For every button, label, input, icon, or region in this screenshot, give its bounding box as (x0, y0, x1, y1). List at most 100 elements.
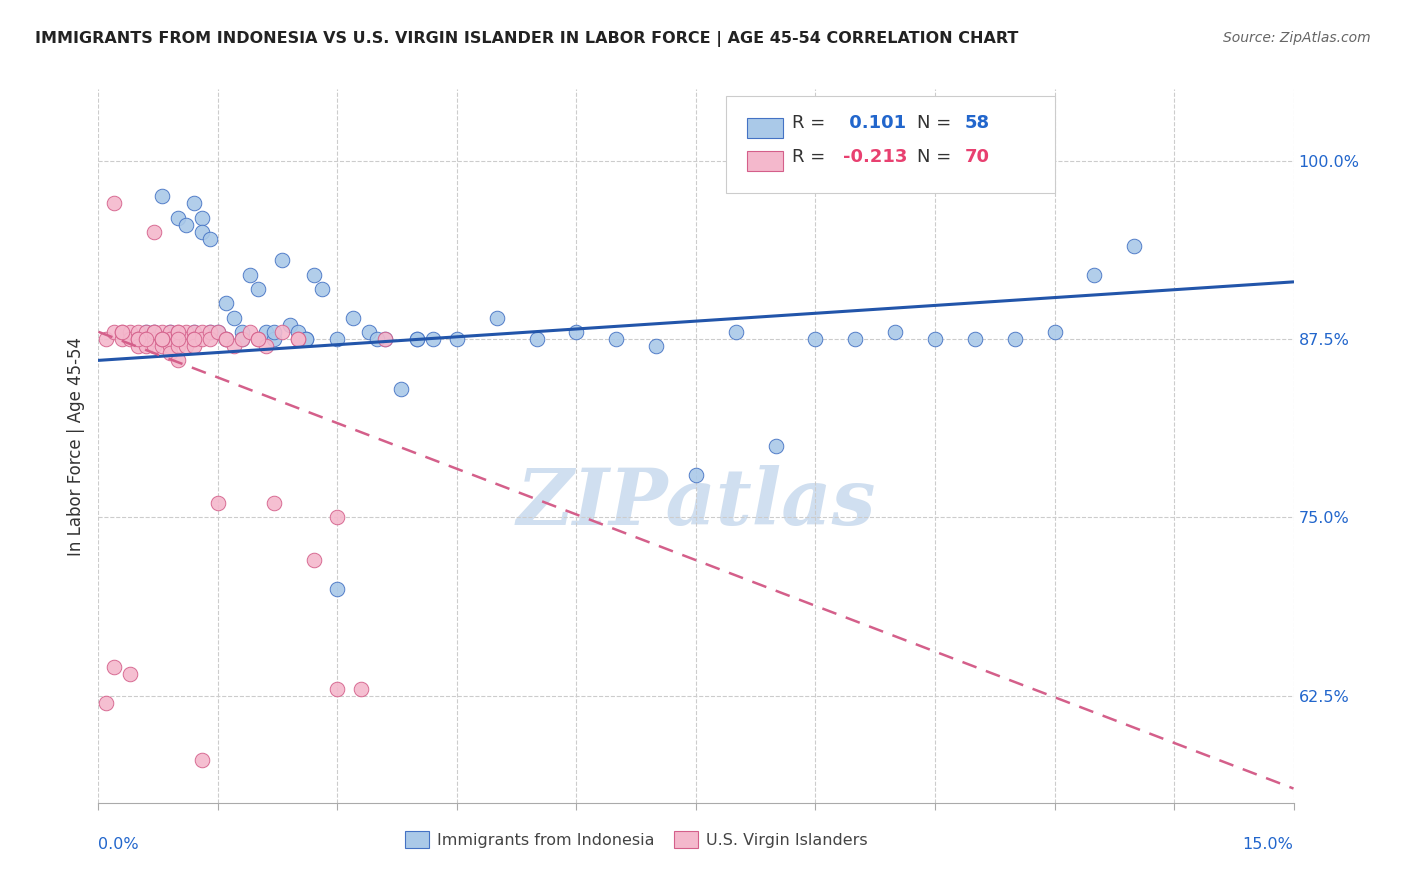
Point (150, 325, 173, 339)
Point (804, 332, 827, 346)
Point (111, 325, 134, 339)
Point (167, 339, 190, 353)
Text: 0.101: 0.101 (844, 114, 905, 132)
Point (135, 339, 157, 353)
Point (246, 332, 269, 346)
Point (359, 325, 381, 339)
Point (326, 681, 349, 696)
Point (207, 325, 229, 339)
Point (120, 332, 142, 346)
Point (270, 325, 292, 339)
Point (231, 332, 253, 346)
Y-axis label: In Labor Force | Age 45-54: In Labor Force | Age 45-54 (66, 336, 84, 556)
Point (287, 332, 309, 346)
Point (167, 332, 190, 346)
Point (191, 753, 214, 767)
Text: IMMIGRANTS FROM INDONESIA VS U.S. VIRGIN ISLANDER IN LABOR FORCE | AGE 45-54 COR: IMMIGRANTS FROM INDONESIA VS U.S. VIRGIN… (35, 31, 1018, 47)
Point (198, 232, 221, 246)
Point (311, 282, 333, 296)
Point (143, 325, 166, 339)
Point (198, 325, 221, 339)
Point (120, 325, 142, 339)
Point (159, 332, 181, 346)
Point (270, 253, 292, 268)
Point (120, 667, 142, 681)
Point (350, 681, 373, 696)
Point (263, 332, 285, 346)
Point (485, 310, 508, 325)
Point (207, 496, 229, 510)
Point (174, 339, 197, 353)
Point (1123, 239, 1146, 253)
Point (167, 332, 190, 346)
Legend: Immigrants from Indonesia, U.S. Virgin Islanders: Immigrants from Indonesia, U.S. Virgin I… (405, 831, 868, 848)
Point (183, 339, 205, 353)
Point (844, 332, 866, 346)
Point (159, 346, 181, 360)
Point (127, 332, 149, 346)
Point (167, 325, 190, 339)
Point (96, 696, 118, 710)
Point (135, 325, 157, 339)
Point (884, 325, 907, 339)
Point (422, 332, 444, 346)
Point (167, 353, 190, 368)
Point (183, 325, 205, 339)
Point (294, 332, 316, 346)
Text: -0.213: -0.213 (844, 148, 907, 166)
Point (326, 582, 349, 596)
Point (96, 332, 118, 346)
Point (963, 332, 986, 346)
Point (446, 332, 468, 346)
Point (222, 310, 245, 325)
Point (183, 332, 205, 346)
Point (406, 332, 429, 346)
Point (103, 196, 125, 211)
Point (366, 332, 388, 346)
Point (1043, 325, 1066, 339)
Point (302, 268, 325, 282)
Point (406, 332, 429, 346)
Point (135, 332, 157, 346)
Point (526, 332, 548, 346)
Text: 70: 70 (965, 148, 990, 166)
Point (150, 332, 173, 346)
Point (143, 339, 166, 353)
Point (645, 339, 668, 353)
Point (103, 660, 125, 674)
Point (198, 332, 221, 346)
Text: R =: R = (792, 114, 831, 132)
Text: ZIPatlas: ZIPatlas (516, 465, 876, 541)
Point (254, 339, 277, 353)
Point (239, 325, 262, 339)
Point (183, 325, 205, 339)
Point (263, 325, 285, 339)
Point (174, 325, 197, 339)
Point (215, 332, 238, 346)
Point (326, 332, 349, 346)
Point (135, 325, 157, 339)
Point (207, 325, 229, 339)
Text: N =: N = (917, 114, 957, 132)
Point (174, 332, 197, 346)
Point (605, 332, 627, 346)
Point (263, 496, 285, 510)
Point (231, 332, 253, 346)
Point (143, 332, 166, 346)
Point (191, 211, 214, 225)
Point (287, 332, 309, 346)
Text: Source: ZipAtlas.com: Source: ZipAtlas.com (1223, 31, 1371, 45)
Point (159, 339, 181, 353)
Point (389, 382, 412, 396)
Point (254, 325, 277, 339)
Point (183, 196, 205, 211)
Point (191, 332, 214, 346)
Point (135, 332, 157, 346)
Point (246, 332, 269, 346)
Point (111, 332, 134, 346)
Point (246, 282, 269, 296)
Point (150, 332, 173, 346)
Point (198, 325, 221, 339)
FancyBboxPatch shape (725, 96, 1054, 193)
Point (239, 268, 262, 282)
